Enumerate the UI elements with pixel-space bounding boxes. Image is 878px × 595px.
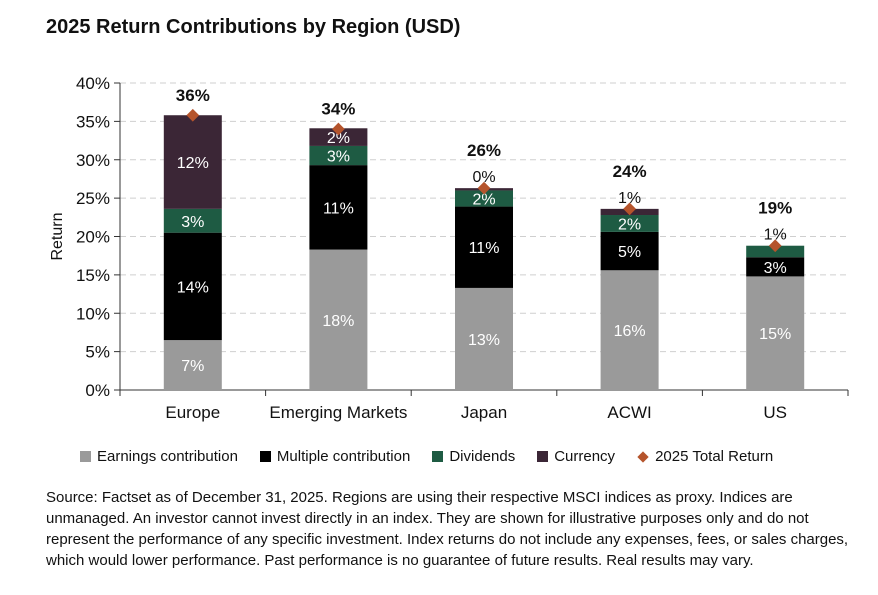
x-tick-label: Europe bbox=[165, 403, 220, 422]
data-label-currency: 2% bbox=[327, 130, 350, 147]
data-label-multiple: 11% bbox=[323, 200, 354, 217]
bar-earnings bbox=[455, 287, 513, 390]
legend-label-earnings: Earnings contribution bbox=[97, 448, 238, 465]
bar-multiple bbox=[455, 206, 513, 288]
y-tick-label: 5% bbox=[85, 343, 110, 362]
bar-currency bbox=[309, 128, 368, 146]
x-tick-label: US bbox=[763, 403, 787, 422]
legend-label-total-return: 2025 Total Return bbox=[655, 448, 774, 465]
y-tick-label: 15% bbox=[76, 266, 110, 285]
bar-dividends bbox=[163, 208, 222, 233]
data-label-dividends: 3% bbox=[181, 214, 204, 231]
data-label-dividends: 2% bbox=[472, 192, 495, 209]
bar-dividends bbox=[309, 145, 368, 166]
legend-swatch-multiple bbox=[259, 451, 271, 462]
data-label-multiple: 3% bbox=[764, 260, 787, 277]
data-label-dividends: 3% bbox=[327, 149, 350, 166]
source-note: Source: Factset as of December 31, 2025.… bbox=[46, 489, 849, 569]
y-tick-label: 40% bbox=[76, 74, 110, 93]
total-return-label: 34% bbox=[321, 99, 355, 118]
data-label-earnings: 13% bbox=[468, 332, 500, 349]
data-label-multiple: 14% bbox=[177, 279, 209, 296]
x-tick-label: Emerging Markets bbox=[269, 403, 407, 422]
legend-swatch-earnings bbox=[80, 451, 91, 462]
total-return-label: 19% bbox=[758, 199, 792, 218]
total-return-marker bbox=[186, 108, 200, 122]
data-label-earnings: 7% bbox=[181, 358, 204, 375]
data-label-currency: 12% bbox=[177, 155, 209, 172]
bar-earnings bbox=[309, 249, 368, 390]
bar-multiple bbox=[309, 165, 368, 250]
total-return-label: 26% bbox=[467, 141, 501, 160]
bar-currency bbox=[163, 115, 222, 209]
y-tick-label: 30% bbox=[76, 151, 110, 170]
legend-item-earnings: Earnings contribution bbox=[80, 448, 238, 465]
data-label-earnings: 15% bbox=[759, 326, 791, 343]
legend-swatch-dividends bbox=[432, 451, 444, 462]
data-label-multiple: 5% bbox=[618, 244, 641, 261]
data-label-earnings: 16% bbox=[614, 323, 646, 340]
chart-title: 2025 Return Contributions by Region (USD… bbox=[46, 16, 461, 38]
total-return-marker bbox=[332, 122, 345, 136]
total-return-label: 36% bbox=[176, 86, 210, 105]
legend-item-multiple: Multiple contribution bbox=[259, 448, 411, 465]
legend-swatch-currency bbox=[537, 451, 549, 462]
bar-dividends bbox=[455, 190, 513, 207]
total-return-marker bbox=[477, 181, 491, 195]
legend-label-currency: Currency bbox=[554, 448, 616, 465]
data-label-multiple: 11% bbox=[469, 240, 500, 257]
chart-plot: 0% 5% 10% 15% 20% 25% 30% 35% 40% Return 7% 14% 3% 12… bbox=[49, 74, 849, 422]
y-axis-label: Return bbox=[49, 212, 66, 260]
legend-label-dividends: Dividends bbox=[449, 448, 516, 465]
legend: Earnings contribution Multiple contribut… bbox=[80, 448, 773, 465]
bar-earnings bbox=[600, 270, 659, 390]
y-tick-label: 35% bbox=[76, 112, 110, 131]
bar-earnings bbox=[163, 340, 222, 390]
data-label-currency: 0% bbox=[472, 169, 495, 186]
y-tick-label: 20% bbox=[76, 228, 110, 247]
bar-multiple bbox=[163, 232, 222, 341]
data-label-earnings: 18% bbox=[322, 313, 354, 330]
legend-diamond-icon bbox=[637, 450, 649, 463]
y-tick-label: 0% bbox=[85, 381, 110, 400]
legend-label-multiple: Multiple contribution bbox=[276, 448, 411, 465]
x-tick-label: Japan bbox=[461, 403, 507, 422]
y-tick-label: 25% bbox=[76, 189, 110, 208]
legend-item-currency: Currency bbox=[537, 448, 615, 465]
total-return-label: 24% bbox=[613, 162, 647, 181]
data-label-currency: 1% bbox=[764, 227, 787, 244]
data-label-currency: 1% bbox=[618, 190, 641, 207]
bar-earnings bbox=[746, 276, 805, 390]
bar-multiple bbox=[600, 231, 659, 271]
bar-dividends bbox=[600, 215, 659, 232]
legend-item-dividends: Dividends bbox=[432, 448, 515, 465]
y-tick-label: 10% bbox=[76, 304, 110, 323]
data-label-dividends: 2% bbox=[618, 216, 641, 233]
legend-item-total-return: 2025 Total Return bbox=[637, 448, 773, 465]
x-tick-label: ACWI bbox=[607, 403, 651, 422]
bar-multiple bbox=[746, 257, 805, 277]
